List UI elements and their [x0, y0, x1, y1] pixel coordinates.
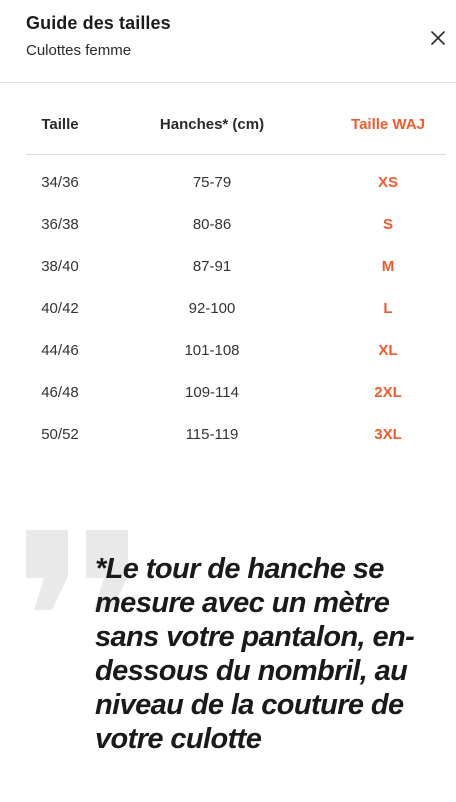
cell-hips: 109-114 [185, 384, 239, 401]
modal-header: Guide des tailles Culottes femme [0, 0, 456, 83]
cell-waj-size: L [383, 300, 393, 317]
cell-waj-size: XL [378, 342, 398, 359]
page-title: Guide des tailles [26, 13, 171, 33]
table-row: 38/40 87-91 M [26, 247, 446, 289]
cell-size: 46/48 [41, 384, 79, 401]
table-body: 34/36 75-79 XS 36/38 80-86 S 38/40 87-91… [26, 163, 446, 457]
column-header-hips: Hanches* (cm) [159, 116, 265, 133]
size-table: Taille Hanches* (cm) Taille WAJ 34/36 75… [26, 104, 446, 457]
table-row: 34/36 75-79 XS [26, 163, 446, 205]
quote-icon [26, 530, 128, 610]
column-header-size: Taille [41, 116, 79, 133]
table-row: 36/38 80-86 S [26, 205, 446, 247]
cell-waj-size: M [381, 258, 395, 275]
cell-size: 38/40 [41, 258, 79, 275]
cell-waj-size: S [382, 216, 393, 233]
close-icon [431, 31, 445, 45]
cell-size: 34/36 [41, 174, 79, 191]
table-header: Taille Hanches* (cm) Taille WAJ [26, 104, 446, 155]
cell-hips: 92-100 [188, 300, 236, 317]
cell-size: 36/38 [41, 216, 79, 233]
cell-hips: 75-79 [192, 174, 232, 191]
hip-measurement-note: *Le tour de hanche se mesure avec un mèt… [95, 553, 415, 755]
close-button[interactable] [426, 26, 450, 50]
table-row: 46/48 109-114 2XL [26, 373, 446, 415]
cell-waj-size: 2XL [374, 384, 402, 401]
table-row: 44/46 101-108 XL [26, 331, 446, 373]
cell-waj-size: XS [377, 174, 398, 191]
page-subtitle: Culottes femme [26, 42, 132, 59]
table-row: 40/42 92-100 L [26, 289, 446, 331]
cell-hips: 101-108 [184, 342, 240, 359]
cell-hips: 87-91 [192, 258, 232, 275]
table-row: 50/52 115-119 3XL [26, 415, 446, 457]
cell-size: 50/52 [41, 426, 79, 443]
cell-hips: 115-119 [185, 426, 239, 443]
cell-hips: 80-86 [192, 216, 232, 233]
cell-size: 40/42 [41, 300, 79, 317]
cell-size: 44/46 [41, 342, 79, 359]
column-header-waj-size: Taille WAJ [351, 116, 425, 133]
cell-waj-size: 3XL [374, 426, 402, 443]
